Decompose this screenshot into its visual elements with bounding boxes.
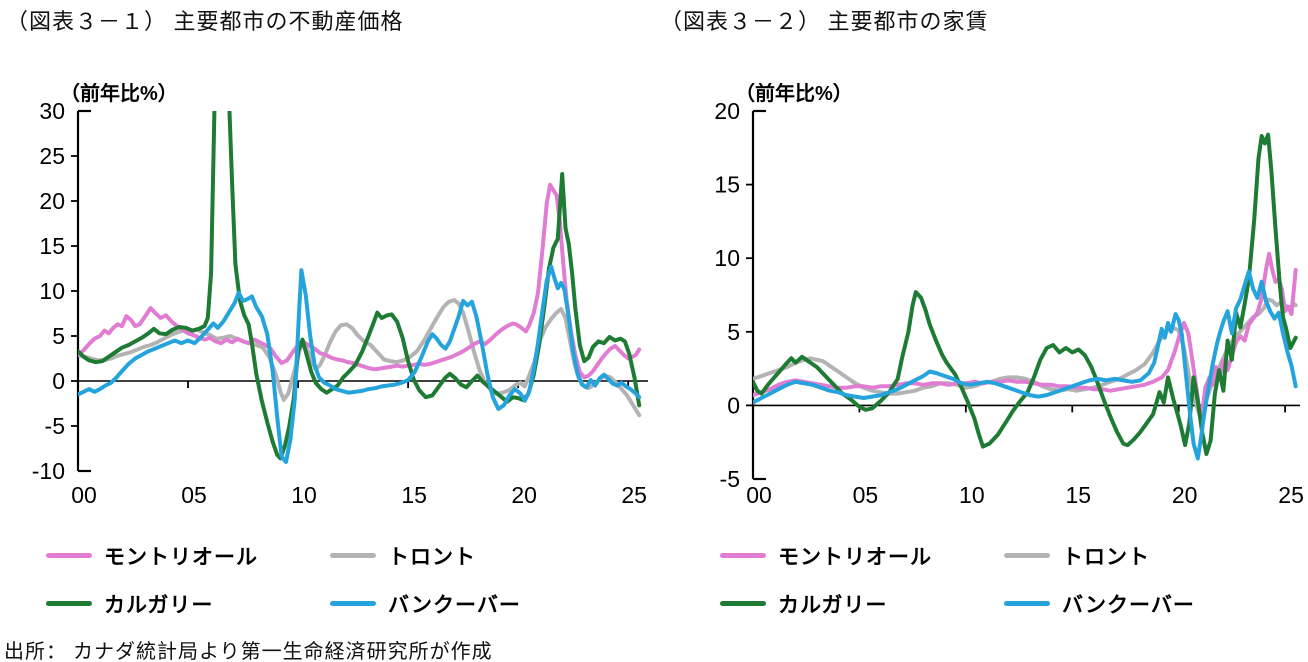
calgary-line-swatch xyxy=(46,601,92,607)
legend-item-calgary: カルガリー xyxy=(46,589,330,619)
svg-text:25: 25 xyxy=(621,482,647,508)
legend-item-toronto: トロント xyxy=(1004,541,1308,571)
svg-text:10: 10 xyxy=(959,482,985,508)
svg-text:05: 05 xyxy=(181,482,207,508)
svg-text:20: 20 xyxy=(1172,482,1198,508)
legend-label-montreal: モントリオール xyxy=(104,545,258,569)
legend-label-calgary: カルガリー xyxy=(778,593,888,617)
legend-label-calgary: カルガリー xyxy=(104,593,214,617)
toronto-line-swatch xyxy=(330,553,376,559)
svg-text:0: 0 xyxy=(727,392,740,418)
legend-label-vancouver: バンクーバー xyxy=(388,593,521,617)
legend-label-toronto: トロント xyxy=(388,545,476,569)
montreal-line-swatch xyxy=(720,553,766,559)
svg-text:15: 15 xyxy=(1065,482,1091,508)
rent-chart-panel: （図表３－２） 主要都市の家賃 （前年比%） 20 15 10 5 0 -5 00 05 10 15… xyxy=(654,0,1308,619)
svg-text:05: 05 xyxy=(853,482,879,508)
source-note: 出所： カナダ統計局より第一生命経済研究所が作成 xyxy=(4,640,493,662)
montreal-line-swatch xyxy=(46,553,92,559)
svg-text:15: 15 xyxy=(39,233,65,259)
svg-text:5: 5 xyxy=(52,323,65,349)
svg-text:25: 25 xyxy=(39,143,65,169)
svg-text:（前年比%）: （前年比%） xyxy=(735,83,853,105)
svg-text:10: 10 xyxy=(714,245,740,271)
svg-text:20: 20 xyxy=(511,482,537,508)
vancouver-line-swatch xyxy=(1004,601,1050,607)
legend-item-toronto: トロント xyxy=(330,541,654,571)
legend-label-montreal: モントリオール xyxy=(778,545,932,569)
legend-item-montreal: モントリオール xyxy=(720,541,1004,571)
toronto-line-swatch xyxy=(1004,553,1050,559)
svg-text:10: 10 xyxy=(39,278,65,304)
chart-title-rents: （図表３－２） 主要都市の家賃 xyxy=(660,9,989,34)
legend-item-montreal: モントリオール xyxy=(46,541,330,571)
svg-text:30: 30 xyxy=(39,98,65,124)
legend-item-calgary: カルガリー xyxy=(720,589,1004,619)
legend-property-prices: モントリオール トロント カルガリー バンクーバー xyxy=(46,541,654,619)
svg-text:0: 0 xyxy=(52,368,65,394)
svg-text:（前年比%）: （前年比%） xyxy=(60,83,178,105)
calgary-line-swatch xyxy=(720,601,766,607)
svg-text:15: 15 xyxy=(401,482,427,508)
legend-label-toronto: トロント xyxy=(1062,545,1150,569)
svg-text:20: 20 xyxy=(714,98,740,124)
svg-text:00: 00 xyxy=(746,482,772,508)
chart-title-property-prices: （図表３－１） 主要都市の不動産価格 xyxy=(6,9,404,34)
legend-item-vancouver: バンクーバー xyxy=(330,589,654,619)
svg-text:-5: -5 xyxy=(45,413,65,439)
svg-text:-5: -5 xyxy=(720,466,740,492)
svg-text:-10: -10 xyxy=(32,458,65,484)
legend-label-vancouver: バンクーバー xyxy=(1062,593,1195,617)
svg-text:5: 5 xyxy=(727,318,740,344)
svg-text:25: 25 xyxy=(1278,482,1304,508)
svg-text:15: 15 xyxy=(714,171,740,197)
property-price-chart-panel: （図表３－１） 主要都市の不動産価格 （前年比%） 30 25 20 15 10 5 0 -5 -… xyxy=(0,0,654,619)
legend-item-vancouver: バンクーバー xyxy=(1004,589,1308,619)
svg-text:00: 00 xyxy=(71,482,97,508)
svg-text:10: 10 xyxy=(291,482,317,508)
vancouver-line-swatch xyxy=(330,601,376,607)
legend-rents: モントリオール トロント カルガリー バンクーバー xyxy=(720,541,1308,619)
svg-text:20: 20 xyxy=(39,188,65,214)
charts-row: （図表３－１） 主要都市の不動産価格 （前年比%） 30 25 20 15 10 5 0 -5-… xyxy=(0,0,1308,619)
